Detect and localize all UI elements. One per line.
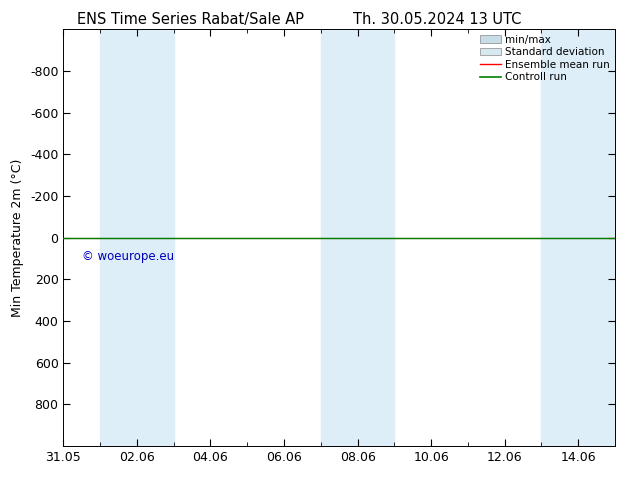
- Y-axis label: Min Temperature 2m (°C): Min Temperature 2m (°C): [11, 158, 25, 317]
- Bar: [100, 29, 174, 446]
- Bar: [321, 29, 394, 446]
- Bar: [541, 29, 615, 446]
- Text: ENS Time Series Rabat/Sale AP: ENS Time Series Rabat/Sale AP: [77, 12, 304, 27]
- Text: © woeurope.eu: © woeurope.eu: [82, 250, 174, 263]
- Text: Th. 30.05.2024 13 UTC: Th. 30.05.2024 13 UTC: [353, 12, 522, 27]
- Legend: min/max, Standard deviation, Ensemble mean run, Controll run: min/max, Standard deviation, Ensemble me…: [477, 31, 613, 86]
